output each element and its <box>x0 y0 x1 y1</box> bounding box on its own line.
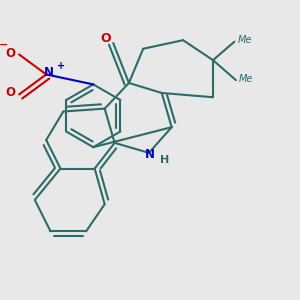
Text: N: N <box>44 67 53 80</box>
Text: Me: Me <box>237 35 252 45</box>
Text: Me: Me <box>239 74 253 84</box>
Text: H: H <box>160 155 169 165</box>
Text: O: O <box>5 46 15 59</box>
Text: O: O <box>5 86 15 100</box>
Text: N: N <box>145 148 155 161</box>
Text: O: O <box>101 32 111 45</box>
Text: −: − <box>0 40 8 50</box>
Text: +: + <box>57 61 65 71</box>
